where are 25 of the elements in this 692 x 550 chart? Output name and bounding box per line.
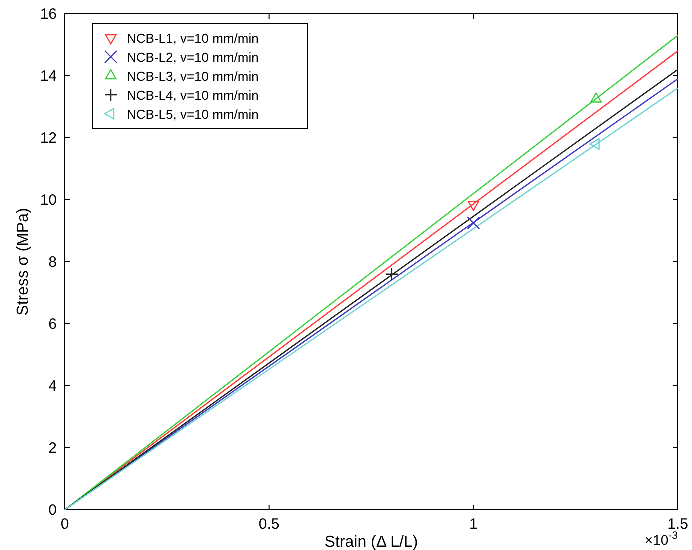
legend-label: NCB-L2, v=10 mm/min xyxy=(127,50,259,65)
legend-label: NCB-L1, v=10 mm/min xyxy=(127,31,259,46)
x-tick-label: 0.5 xyxy=(258,516,280,533)
y-tick-label: 2 xyxy=(48,440,57,457)
legend-label: NCB-L3, v=10 mm/min xyxy=(127,69,259,84)
y-tick-label: 10 xyxy=(40,192,57,209)
y-tick-label: 12 xyxy=(40,130,57,147)
point xyxy=(590,92,602,103)
point xyxy=(467,216,480,230)
point xyxy=(590,138,600,150)
y-tick-label: 4 xyxy=(48,378,57,395)
x-tick-label: 0 xyxy=(60,516,70,533)
y-tick-label: 8 xyxy=(48,254,57,271)
x-axis-title: Strain (Δ L/L) xyxy=(324,534,418,550)
x-tick-label: 1.5 xyxy=(668,516,688,533)
point xyxy=(385,268,399,281)
y-tick-label: 14 xyxy=(40,68,57,85)
x-tick-label: 1 xyxy=(469,516,478,533)
legend-label: NCB-L4, v=10 mm/min xyxy=(127,88,259,103)
y-tick-label: 0 xyxy=(48,502,57,519)
y-tick-label: 6 xyxy=(48,316,57,333)
legend-label: NCB-L5, v=10 mm/min xyxy=(127,107,259,122)
y-axis-title: Stress σ (MPa) xyxy=(15,208,32,316)
y-tick-label: 16 xyxy=(40,6,57,23)
text: ×10$^{-3}$ xyxy=(644,530,678,548)
